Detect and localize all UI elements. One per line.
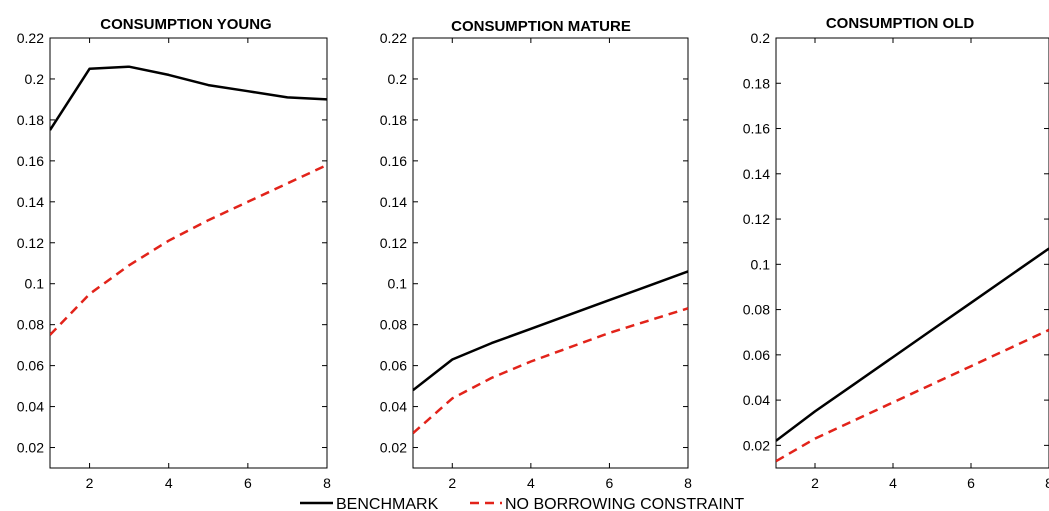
y-tick-label: 0.2 bbox=[751, 30, 771, 46]
y-tick-label: 0.08 bbox=[380, 317, 407, 333]
y-tick-label: 0.02 bbox=[743, 437, 770, 453]
x-tick-label: 4 bbox=[165, 475, 173, 491]
y-tick-label: 0.14 bbox=[17, 194, 44, 210]
plot-frame bbox=[412, 37, 689, 469]
x-tick-label: 2 bbox=[811, 475, 819, 491]
x-tick-label: 8 bbox=[684, 475, 692, 491]
y-tick-label: 0.18 bbox=[743, 75, 770, 91]
x-tick-label: 2 bbox=[448, 475, 456, 491]
y-tick-label: 0.1 bbox=[388, 276, 408, 292]
plot-frame bbox=[775, 37, 1049, 469]
y-tick-label: 0.2 bbox=[388, 71, 408, 87]
y-tick-label: 0.08 bbox=[17, 317, 44, 333]
x-tick-label: 6 bbox=[244, 475, 252, 491]
y-tick-label: 0.1 bbox=[25, 276, 45, 292]
y-tick-label: 0.16 bbox=[380, 153, 407, 169]
y-tick-label: 0.16 bbox=[743, 121, 770, 137]
panel-title: CONSUMPTION OLD bbox=[826, 15, 974, 32]
y-tick-label: 0.22 bbox=[17, 30, 44, 46]
y-tick-label: 0.12 bbox=[17, 235, 44, 251]
x-tick-label: 2 bbox=[86, 475, 94, 491]
panel-consumption-old: CONSUMPTION OLD 0.02 0.04 0.06 0.08 0.1 0.12 0… bbox=[743, 15, 1049, 491]
y-tick-label: 0.04 bbox=[743, 392, 770, 408]
panel-title: CONSUMPTION YOUNG bbox=[100, 16, 271, 33]
y-tick-label: 0.14 bbox=[743, 166, 770, 182]
y-tick-label: 0.12 bbox=[743, 211, 770, 227]
x-tick-label: 8 bbox=[1045, 475, 1049, 491]
y-tick-label: 0.04 bbox=[17, 399, 44, 415]
y-tick-label: 0.06 bbox=[743, 347, 770, 363]
legend: BENCHMARK NO BORROWING CONSTRAINT bbox=[300, 496, 744, 511]
x-tick-label: 8 bbox=[323, 475, 331, 491]
series-line-benchmark bbox=[413, 270, 688, 392]
y-tick-label: 0.14 bbox=[380, 194, 407, 210]
series-line-no-borrowing-constraint bbox=[413, 307, 688, 435]
y-tick-label: 0.18 bbox=[380, 112, 407, 128]
series-line-no-borrowing-constraint bbox=[776, 328, 1049, 463]
legend-label-benchmark: BENCHMARK bbox=[336, 496, 439, 511]
x-tick-label: 6 bbox=[967, 475, 975, 491]
x-tick-label: 6 bbox=[606, 475, 614, 491]
y-tick-label: 0.18 bbox=[17, 112, 44, 128]
y-tick-label: 0.22 bbox=[380, 30, 407, 46]
x-tick-label: 4 bbox=[889, 475, 897, 491]
y-tick-label: 0.02 bbox=[17, 440, 44, 456]
y-tick-label: 0.2 bbox=[25, 71, 45, 87]
panel-title: CONSUMPTION MATURE bbox=[451, 18, 631, 35]
series-line-benchmark bbox=[776, 247, 1049, 442]
plot-frame bbox=[49, 37, 328, 469]
y-tick-label: 0.08 bbox=[743, 302, 770, 318]
y-tick-label: 0.06 bbox=[17, 358, 44, 374]
panel-consumption-young: CONSUMPTION YOUNG 0.02 0.04 0.06 0.08 0.1 0.1… bbox=[17, 16, 331, 491]
y-tick-label: 0.02 bbox=[380, 440, 407, 456]
panel-consumption-mature: CONSUMPTION MATURE 0.02 0.04 0.06 0.08 0.1 0.… bbox=[380, 18, 692, 491]
legend-label-no-borrowing-constraint: NO BORROWING CONSTRAINT bbox=[505, 496, 744, 511]
y-tick-label: 0.1 bbox=[751, 256, 771, 272]
y-tick-label: 0.06 bbox=[380, 358, 407, 374]
y-tick-label: 0.04 bbox=[380, 399, 407, 415]
y-tick-label: 0.16 bbox=[17, 153, 44, 169]
y-tick-label: 0.12 bbox=[380, 235, 407, 251]
series-line-no-borrowing-constraint bbox=[50, 163, 327, 336]
series-line-benchmark bbox=[50, 65, 327, 131]
x-tick-label: 4 bbox=[527, 475, 535, 491]
